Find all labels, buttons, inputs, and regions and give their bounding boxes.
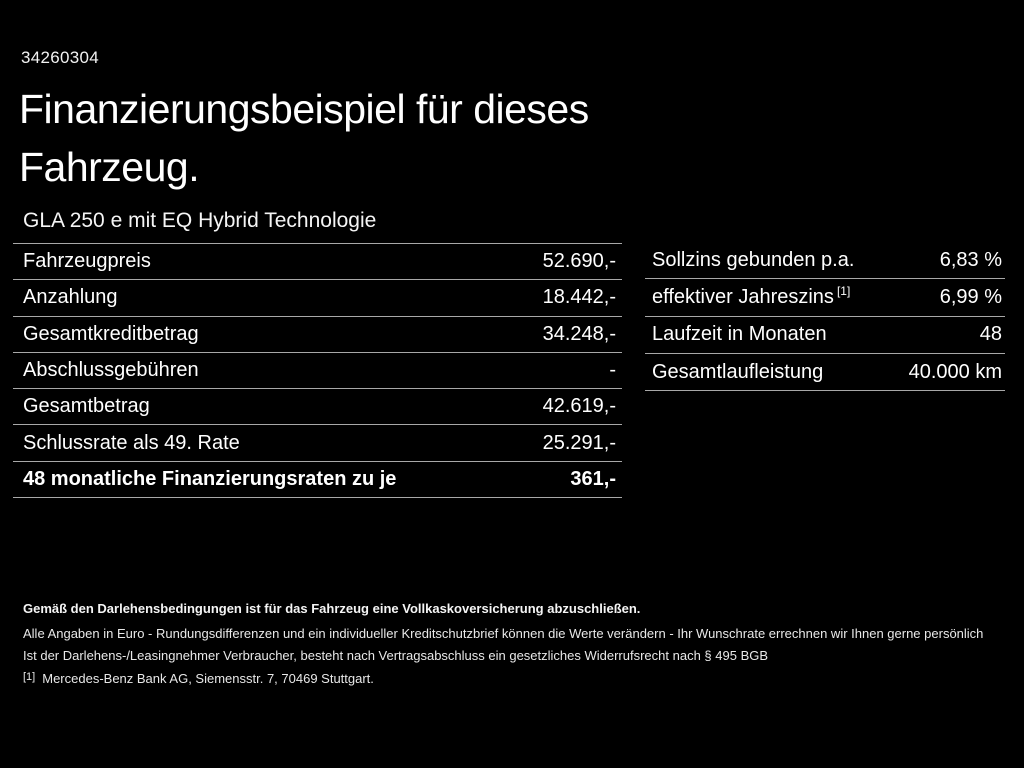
table-row: Abschlussgebühren - [13, 353, 622, 390]
footnote: [1] Mercedes-Benz Bank AG, Siemensstr. 7,… [23, 671, 374, 686]
document-id: 34260304 [21, 48, 100, 67]
page-title: Finanzierungsbeispiel für dieses Fahrzeu… [19, 80, 589, 196]
disclaimer-line-1: Alle Angaben in Euro - Rundungsdifferenz… [23, 626, 984, 641]
page-title-line1: Finanzierungsbeispiel für dieses [19, 86, 589, 132]
table-row: Gesamtkreditbetrag 34.248,- [13, 317, 622, 353]
row-value: 40.000 km [908, 360, 1002, 383]
row-value: 42.619,- [542, 395, 616, 418]
table-row: Sollzins gebunden p.a. 6,83 % [645, 242, 1005, 280]
table-row: effektiver Jahreszins [1] 6,99 % [645, 279, 1005, 317]
row-value: 25.291,- [542, 431, 616, 454]
row-value: 361,- [570, 467, 616, 490]
row-label: effektiver Jahreszins [1] [652, 284, 851, 308]
row-value: 34.248,- [542, 322, 616, 345]
footnote-reference: [1] [836, 284, 851, 299]
row-label: 48 monatliche Finanzierungsraten zu je [23, 467, 397, 490]
row-label: Anzahlung [23, 286, 118, 309]
table-row-monthly-rate: 48 monatliche Finanzierungsraten zu je 3… [13, 462, 622, 499]
insurance-note: Gemäß den Darlehensbedingungen ist für d… [23, 601, 641, 616]
table-row: Laufzeit in Monaten 48 [645, 317, 1005, 354]
disclaimer-line-2: Ist der Darlehens-/Leasingnehmer Verbrau… [23, 648, 769, 663]
row-label: Laufzeit in Monaten [652, 323, 827, 346]
conditions-table: Sollzins gebunden p.a. 6,83 % effektiver… [645, 242, 1005, 392]
table-row: Schlussrate als 49. Rate 25.291,- [13, 425, 622, 462]
page-title-line2: Fahrzeug. [19, 144, 200, 190]
table-row: Fahrzeugpreis 52.690,- [13, 244, 622, 281]
row-label: Abschlussgebühren [23, 359, 199, 382]
row-label: Gesamtlaufleistung [652, 360, 824, 383]
row-value: 52.690,- [542, 250, 616, 273]
row-label: Schlussrate als 49. Rate [23, 431, 240, 454]
row-label: Sollzins gebunden p.a. [652, 248, 855, 271]
vehicle-model: GLA 250 e mit EQ Hybrid Technologie [23, 209, 377, 232]
row-label: Gesamtkreditbetrag [23, 322, 199, 345]
table-row: Gesamtlaufleistung 40.000 km [645, 354, 1005, 392]
row-label: Gesamtbetrag [23, 395, 150, 418]
row-value: - [609, 359, 616, 382]
row-value: 6,99 % [939, 285, 1002, 308]
table-row: Gesamtbetrag 42.619,- [13, 389, 622, 426]
table-row: Anzahlung 18.442,- [13, 280, 622, 317]
row-value: 48 [979, 323, 1002, 346]
row-label: Fahrzeugpreis [23, 250, 151, 273]
financing-table: Fahrzeugpreis 52.690,- Anzahlung 18.442,… [13, 243, 622, 499]
row-value: 18.442,- [542, 286, 616, 309]
footnote-text: Mercedes-Benz Bank AG, Siemensstr. 7, 70… [42, 671, 374, 686]
row-value: 6,83 % [939, 248, 1002, 271]
footnote-marker: [1] [23, 671, 36, 683]
